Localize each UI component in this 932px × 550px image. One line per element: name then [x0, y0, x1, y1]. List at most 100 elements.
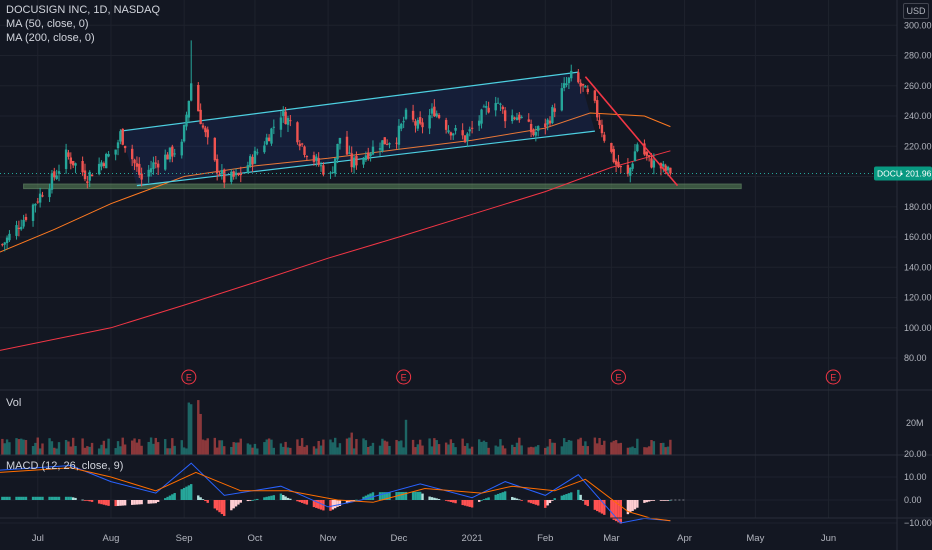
- macd-hist-bar: [586, 500, 589, 507]
- macd-hist-bar: [480, 500, 483, 501]
- macd-hist-bar: [173, 493, 176, 500]
- volume-bar: [121, 437, 124, 455]
- volume-bar: [350, 432, 353, 455]
- candle-body: [529, 123, 533, 133]
- candle-body: [537, 126, 540, 131]
- volume-bar: [345, 438, 349, 455]
- macd-hist-bar: [286, 497, 290, 500]
- macd-hist-bar: [53, 496, 56, 500]
- candle-body: [67, 152, 70, 157]
- candle-body: [50, 173, 54, 190]
- candle-body: [598, 120, 601, 126]
- candle-body: [411, 110, 415, 120]
- candle-body: [38, 193, 42, 203]
- volume-bar: [156, 442, 160, 455]
- macd-hist-bar: [402, 491, 405, 500]
- volume-bar: [669, 439, 672, 455]
- macd-hist-bar: [598, 500, 601, 513]
- macd-hist-bar: [499, 493, 502, 500]
- macd-hist-bar: [610, 500, 613, 519]
- time-tick-label: Jul: [32, 533, 44, 544]
- macd-hist-bar: [315, 500, 318, 508]
- candle-body: [485, 106, 488, 108]
- volume-bar: [230, 446, 233, 455]
- macd-hist-bar: [284, 496, 287, 500]
- volume-bar: [279, 443, 283, 455]
- candle-body: [501, 106, 504, 110]
- volume-bar: [352, 448, 356, 455]
- candle-body: [369, 153, 372, 157]
- support-zone[interactable]: [23, 183, 742, 190]
- price-tick-label: 120.00: [904, 293, 932, 303]
- volume-bar: [105, 448, 108, 455]
- downtrend-drawing[interactable]: [584, 76, 679, 187]
- volume-bar: [482, 440, 486, 455]
- volume-bar: [265, 439, 268, 455]
- candle-body: [437, 114, 441, 118]
- candle-body: [397, 125, 401, 145]
- candle-body: [296, 122, 299, 143]
- volume-bar: [86, 446, 89, 455]
- volume-bar: [187, 402, 191, 455]
- macd-hist-bar: [81, 499, 84, 501]
- ma200-legend[interactable]: MA (200, close, 0): [6, 32, 95, 44]
- volume-bar: [119, 446, 122, 455]
- macd-hist-bar: [265, 496, 268, 500]
- macd-hist-bar: [38, 496, 42, 500]
- macd-hist-bar: [496, 493, 500, 500]
- candle-body: [336, 143, 339, 160]
- earnings-circle: [825, 369, 841, 385]
- macd-label[interactable]: MACD (12, 26, close, 9): [6, 460, 124, 472]
- macd-hist-bar: [548, 500, 552, 504]
- volume-bar: [223, 446, 226, 455]
- volume-bar: [593, 437, 597, 455]
- volume-bar: [659, 443, 663, 455]
- macd-hist-bar: [105, 500, 108, 506]
- candle-body: [532, 129, 535, 136]
- candle-body: [452, 133, 455, 136]
- candle-body: [329, 172, 332, 174]
- candle-body: [317, 158, 320, 165]
- candle-body: [168, 147, 172, 160]
- macd-hist-bar: [272, 495, 276, 500]
- macd-hist-bar: [345, 500, 349, 504]
- macd-hist-bar: [36, 496, 39, 500]
- candle-body: [305, 156, 309, 158]
- macd-hist-bar: [24, 496, 28, 500]
- macd-hist-bar: [414, 491, 417, 500]
- candle-body: [8, 233, 11, 241]
- currency-button[interactable]: USD: [903, 3, 929, 19]
- macd-top-tick-label: 20.00: [904, 449, 927, 459]
- candle-body: [154, 162, 157, 164]
- volume-bar: [206, 438, 209, 455]
- candle-body: [367, 152, 370, 159]
- volume-bar: [444, 442, 448, 455]
- volume-tick-label: 20M: [906, 418, 924, 428]
- macd-hist-bar: [298, 500, 301, 503]
- candle-body: [197, 84, 200, 112]
- candle-body: [102, 163, 106, 167]
- candle-body: [156, 163, 160, 168]
- macd-hist-bar: [15, 496, 18, 500]
- symbol-title[interactable]: DOCUSIGN INC, 1D, NASDAQ: [6, 4, 161, 16]
- volume-bar: [414, 447, 417, 455]
- volume-bar: [140, 445, 143, 455]
- macd-hist-bar: [454, 500, 457, 504]
- volume-bar: [135, 442, 139, 455]
- macd-hist-bar: [338, 500, 342, 506]
- macd-hist-bar: [152, 500, 155, 504]
- volume-label[interactable]: Vol: [6, 397, 22, 409]
- volume-bar: [234, 442, 238, 455]
- price-tag-symbol: DOCU: [877, 169, 902, 179]
- macd-hist-bar: [164, 498, 167, 500]
- candle-body: [511, 115, 514, 122]
- candle-body: [220, 170, 224, 175]
- ma50-legend[interactable]: MA (50, close, 0): [6, 18, 89, 30]
- macd-hist-bar: [596, 500, 599, 512]
- volume-bar: [116, 441, 120, 455]
- volume-bar: [114, 448, 117, 455]
- macd-hist-bar: [267, 496, 271, 500]
- volume-bar: [171, 438, 174, 455]
